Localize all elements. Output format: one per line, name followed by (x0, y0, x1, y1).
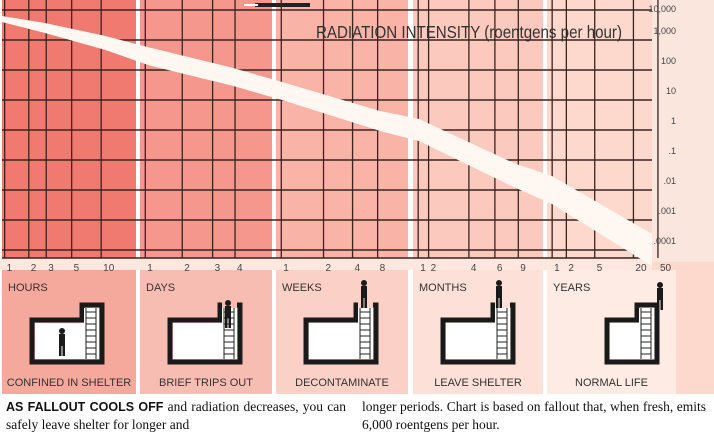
caption-lead: AS FALLOUT COOLS OFF (6, 400, 164, 414)
shelter-room (35, 323, 99, 359)
x-tick-label: 50 (660, 263, 672, 274)
chart-title: RADIATION INTENSITY (roentgens per hour) (316, 22, 622, 42)
climber-leg (228, 318, 231, 328)
x-tick-label: 3 (48, 263, 54, 274)
shelter-scene (167, 300, 243, 365)
shelter-room (173, 323, 237, 359)
walker-leg (361, 298, 364, 308)
phase-separator (409, 0, 413, 394)
x-tick-label: 2 (31, 263, 37, 274)
x-tick-label: 6 (497, 263, 503, 274)
shelter-room (610, 323, 654, 359)
occupant-leg (59, 346, 62, 356)
x-tick-label: 2 (431, 263, 437, 274)
x-tick-label: 8 (380, 263, 386, 274)
climber-leg (225, 318, 228, 328)
x-tick-label: 4 (237, 263, 243, 274)
phase-label: YEARS (553, 282, 590, 294)
shelter-walls (303, 302, 379, 365)
x-tick-label: 1 (283, 263, 289, 274)
caption-left-text: and radiation decreases, you can safely … (6, 399, 346, 432)
walker-leg (496, 298, 499, 308)
standing-person-leg (657, 300, 660, 310)
x-tick-label: 5 (597, 263, 603, 274)
x-tick-label: 9 (520, 263, 526, 274)
x-tick-label: 5 (74, 263, 80, 274)
activity-label: LEAVE SHELTER (434, 377, 522, 389)
climber-body (225, 306, 231, 318)
y-tick-label: 100 (661, 56, 676, 66)
y-tick-label: .001 (658, 206, 676, 216)
occupant-head (59, 328, 65, 334)
phase-separator (272, 0, 276, 394)
x-tick-label: 3 (215, 263, 221, 274)
x-tick-label: 4 (471, 263, 477, 274)
x-axis-strip (0, 258, 652, 270)
shelter-illustrations (29, 280, 663, 365)
y-tick-label: .1 (668, 146, 676, 156)
standing-person-body (657, 288, 663, 300)
y-tick-label: .0001 (653, 236, 676, 246)
shelter-scene (440, 280, 516, 365)
y-axis-panel (652, 0, 714, 262)
occupant-body (59, 334, 65, 346)
shelter-scene (29, 302, 105, 365)
walker-leg (364, 298, 367, 308)
shelter-room (446, 323, 510, 359)
y-tick-label: 10,000 (648, 4, 676, 14)
walker-leg (499, 298, 502, 308)
shelter-walls (29, 302, 105, 365)
y-tick-label: 1 (671, 116, 676, 126)
caption-left: AS FALLOUT COOLS OFF and radiation decre… (6, 398, 346, 434)
walker-body (496, 286, 502, 298)
activity-labels: CONFINED IN SHELTER BRIEF TRIPS OUT DECONT… (7, 377, 648, 389)
phase-label: HOURS (8, 282, 48, 294)
shelter-walls (440, 302, 516, 365)
caption-right: longer periods. Chart is based on fallou… (362, 399, 706, 432)
y-axis-tick-labels: 10,000 1,000 100 10 1 .1 .01 .001 .0001 (648, 4, 676, 246)
shelter-room (309, 323, 373, 359)
x-tick-label: 2 (568, 263, 574, 274)
shelter-opening (495, 300, 510, 308)
x-tick-label: 20 (635, 263, 647, 274)
x-tick-label: 4 (355, 263, 361, 274)
x-tick-label: 2 (184, 263, 190, 274)
x-tick-label: 1 (554, 263, 560, 274)
phase-label: MONTHS (419, 282, 467, 294)
x-tick-label: 1 (147, 263, 153, 274)
y-tick-label: 1,000 (653, 26, 676, 36)
activity-label: BRIEF TRIPS OUT (159, 377, 253, 389)
phase-separator (136, 0, 140, 394)
x-tick-label: 1 (420, 263, 426, 274)
x-axis-tick-labels: 1 2 3 5 10 1 2 3 4 1 2 4 8 1 2 4 6 9 1 2 5 20 50 (7, 263, 672, 274)
x-tick-label: 1 (7, 263, 13, 274)
climber-head (225, 300, 231, 306)
phase-labels: HOURS DAYS WEEKS MONTHS YEARS (8, 282, 590, 294)
walker-head (496, 280, 502, 286)
shelter-scene (303, 280, 379, 365)
y-tick-label: .01 (663, 176, 676, 186)
standing-person-head (657, 282, 663, 288)
activity-label: NORMAL LIFE (575, 377, 648, 389)
top-marker (255, 3, 310, 7)
phase-backgrounds (0, 0, 714, 394)
fallout-chart: 10,000 1,000 100 10 1 .1 .01 .001 .0001 RADIATIO… (0, 0, 714, 394)
x-tick-label: 2 (326, 263, 332, 274)
shelter-scene (604, 282, 663, 365)
activity-label: DECONTAMINATE (295, 377, 389, 389)
standing-person-leg (660, 300, 663, 310)
shelter-walls (167, 302, 243, 365)
walker-body (361, 286, 367, 298)
top-marker-tip (244, 4, 258, 6)
occupant-leg (62, 346, 65, 356)
walker-head (361, 280, 367, 286)
phase-label: WEEKS (282, 282, 322, 294)
y-tick-label: 10 (666, 86, 676, 96)
activity-label: CONFINED IN SHELTER (7, 377, 132, 389)
x-tick-label: 10 (103, 263, 115, 274)
phase-label: DAYS (146, 282, 175, 294)
